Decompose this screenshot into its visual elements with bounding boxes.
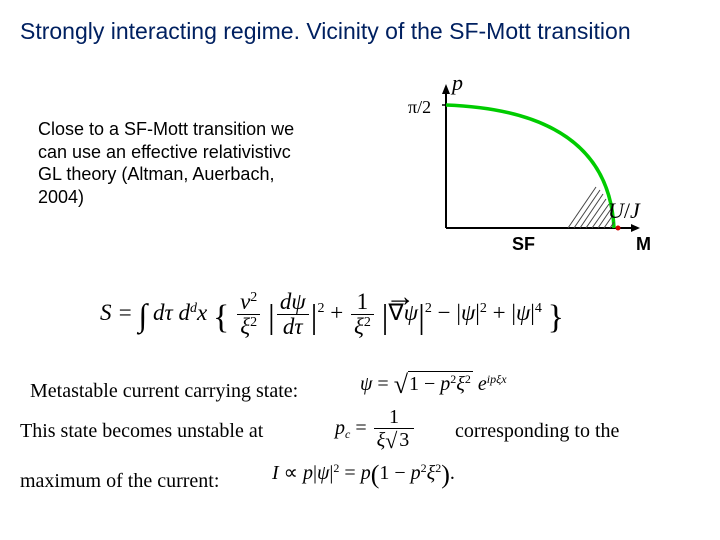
integral-sign: ∫ [139, 297, 148, 333]
max-current-text: maximum of the current: [20, 470, 219, 493]
current-equation: I ∝ p|ψ|2 = p(1 − p2ξ2). [272, 460, 455, 490]
corresponding-text: corresponding to the [455, 420, 619, 443]
pc-equation: pc = 1ξ√3 [335, 407, 416, 452]
mott-phase-label: M [636, 234, 651, 255]
x-axis-label: U/J [608, 198, 640, 224]
intro-paragraph: Close to a SF-Mott transition we can use… [38, 118, 318, 208]
unstable-text: This state becomes unstable at [20, 420, 263, 443]
mott-point-dot [616, 226, 621, 231]
eq-S-lhs: S = [100, 300, 139, 325]
x-axis-arrowhead [631, 224, 640, 232]
sf-phase-label: SF [512, 234, 535, 255]
phase-boundary-arc [446, 105, 614, 228]
psi-equation: ψ = √1 − p2ξ2 eipξx [360, 370, 507, 400]
y-tick-label: π/2 [408, 97, 431, 118]
y-axis-arrowhead [442, 84, 450, 94]
slide: { "title": "Strongly interacting regime.… [0, 0, 720, 540]
metastable-text: Metastable current carrying state: [30, 380, 298, 403]
slide-title: Strongly interacting regime. Vicinity of… [20, 18, 631, 45]
action-equation: S = ∫ dτ ddx { v2ξ2 |dψdτ|2 + 1ξ2 |→∇ψ|2… [100, 290, 564, 339]
y-axis-label: p [452, 70, 463, 96]
